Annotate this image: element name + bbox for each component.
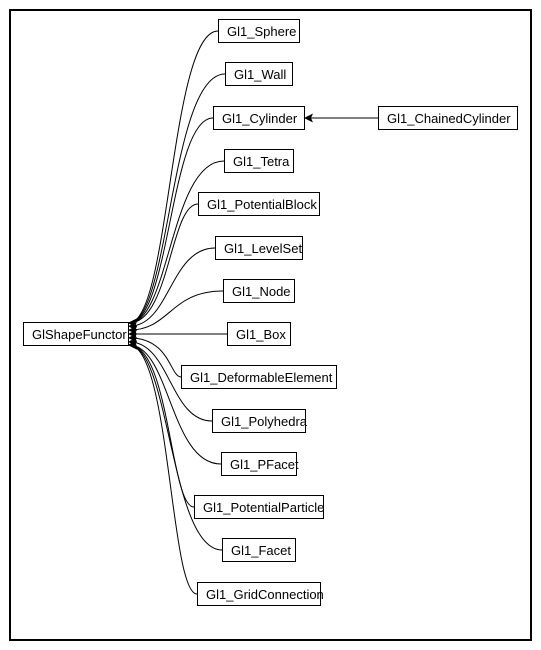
node-gridconn: Gl1_GridConnection — [197, 582, 321, 606]
node-sphere: Gl1_Sphere — [218, 19, 300, 43]
node-pfacet: Gl1_PFacet — [221, 452, 297, 476]
diagram-canvas: GlShapeFunctor Gl1_Sphere Gl1_Wall Gl1_Cyli… — [0, 0, 541, 650]
node-polyhedra: Gl1_Polyhedra — [212, 409, 306, 433]
node-deform: Gl1_DeformableElement — [181, 365, 337, 389]
node-wall: Gl1_Wall — [225, 62, 293, 86]
node-node: Gl1_Node — [223, 279, 295, 303]
node-potpart: Gl1_PotentialParticle — [194, 495, 324, 519]
node-facet: Gl1_Facet — [222, 538, 296, 562]
node-tetra: Gl1_Tetra — [224, 149, 294, 173]
node-chained: Gl1_ChainedCylinder — [378, 106, 518, 130]
node-levelset: Gl1_LevelSet — [215, 236, 303, 260]
node-box: Gl1_Box — [227, 322, 291, 346]
node-potblock: Gl1_PotentialBlock — [198, 192, 320, 216]
node-cylinder: Gl1_Cylinder — [213, 106, 305, 130]
node-root: GlShapeFunctor — [23, 322, 129, 346]
